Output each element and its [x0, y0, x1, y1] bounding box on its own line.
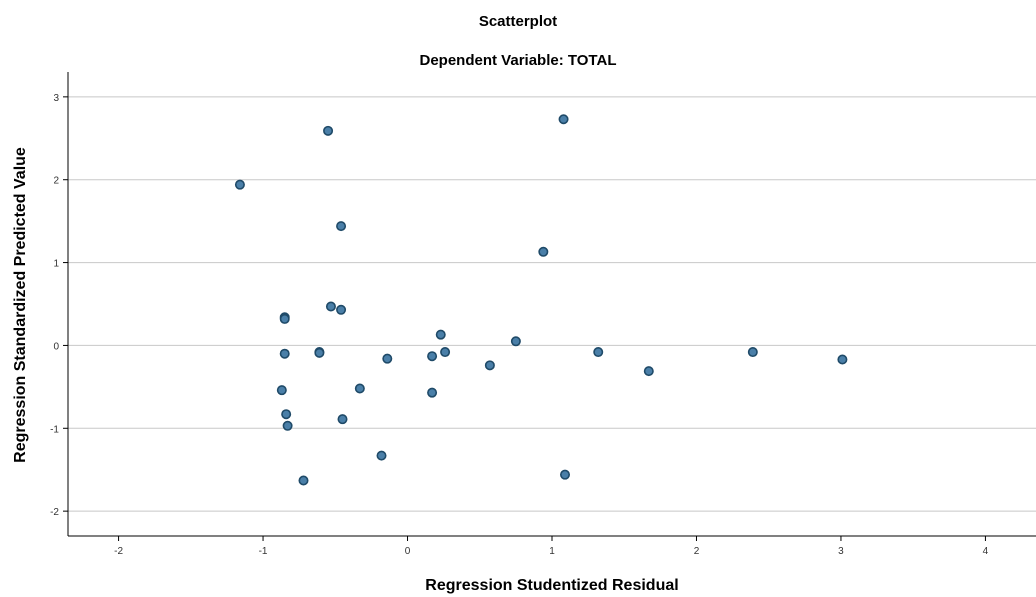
scatter-point: [323, 125, 334, 136]
x-tick-label: 0: [405, 546, 411, 557]
scatter-point: [558, 114, 569, 125]
scatter-point: [281, 409, 292, 420]
scatter-point: [354, 383, 365, 394]
x-tick-label: 1: [549, 546, 555, 557]
y-tick-labels: -2 -1 0 1 2 3: [50, 93, 68, 518]
y-tick-label: 1: [53, 259, 59, 270]
x-tick-label: 3: [838, 546, 844, 557]
y-axis-label: Regression Standardized Predicted Value: [12, 147, 29, 463]
scatter-point: [298, 475, 309, 486]
y-tick-label: -1: [50, 424, 59, 435]
scatter-point: [440, 347, 451, 358]
scatter-point: [279, 348, 290, 359]
scatter-point: [336, 304, 347, 315]
gridlines: [68, 96, 1036, 512]
scatter-point: [279, 313, 290, 324]
y-tick-label: 2: [53, 176, 59, 187]
scatter-point: [337, 414, 348, 425]
y-tick-label: 3: [53, 93, 59, 104]
data-points: [234, 114, 848, 486]
x-tick-label: -1: [259, 546, 268, 557]
scatter-point: [382, 353, 393, 364]
scatter-point: [282, 420, 293, 431]
y-tick-label: -2: [50, 507, 59, 518]
scatter-point: [837, 354, 848, 365]
scatter-point: [560, 469, 571, 480]
scatter-point: [376, 450, 387, 461]
x-tick-labels: -2 -1 0 1 2 3 4: [114, 536, 989, 557]
scatter-point: [427, 387, 438, 398]
x-tick-label: 4: [983, 546, 989, 557]
y-tick-label: 0: [53, 341, 59, 352]
scatter-point: [593, 347, 604, 358]
scatter-point: [510, 336, 521, 347]
scatter-point: [276, 385, 287, 396]
scatter-point: [427, 351, 438, 362]
x-tick-label: -2: [114, 546, 123, 557]
scatter-point: [325, 301, 336, 312]
scatter-point: [538, 246, 549, 257]
chart-title: Scatterplot: [479, 13, 557, 30]
scatter-point: [643, 366, 654, 377]
x-tick-label: 2: [694, 546, 700, 557]
scatter-point: [234, 179, 245, 190]
x-axis-label: Regression Studentized Residual: [425, 577, 678, 594]
scatter-point: [484, 360, 495, 371]
scatter-point: [435, 329, 446, 340]
scatter-point: [336, 221, 347, 232]
scatter-point: [314, 347, 325, 358]
scatter-point: [747, 347, 758, 358]
chart-subtitle: Dependent Variable: TOTAL: [420, 52, 617, 69]
